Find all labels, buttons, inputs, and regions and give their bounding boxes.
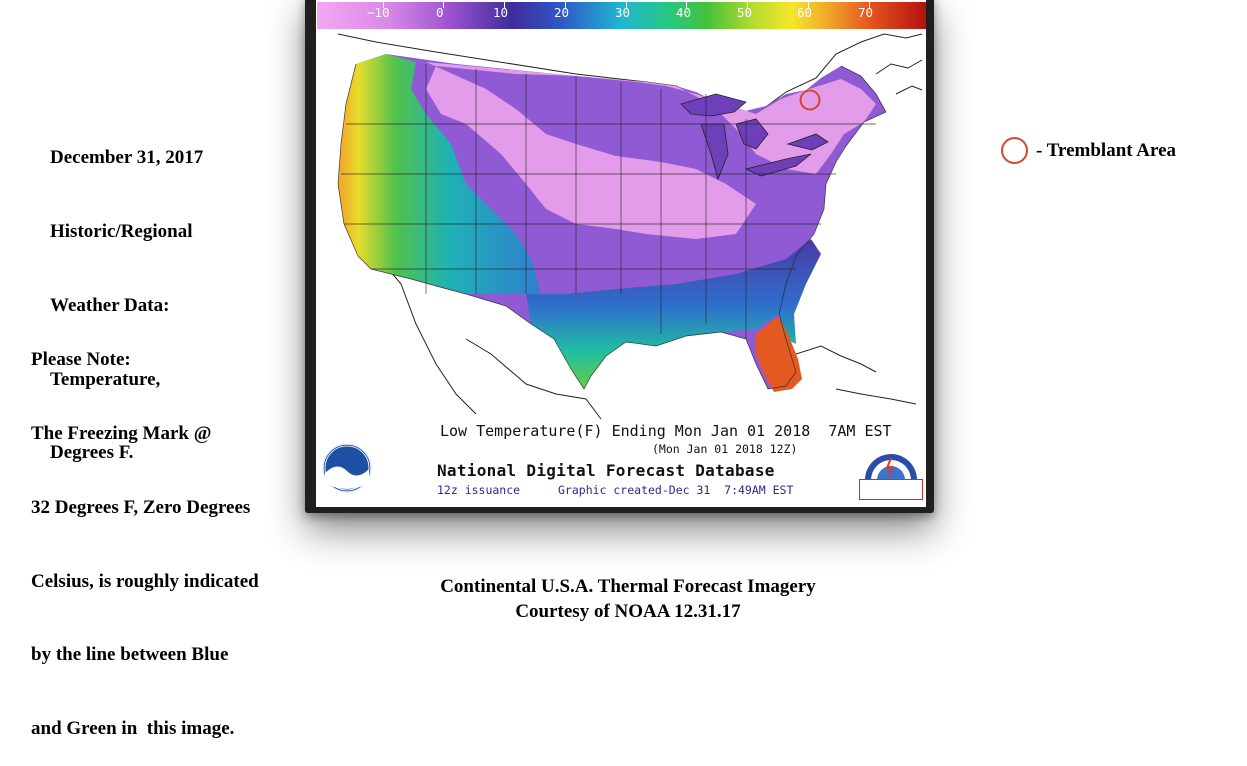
cold-northern-region bbox=[426, 62, 876, 239]
scale-tick-label: 0 bbox=[436, 5, 444, 20]
scale-tick-label: 50 bbox=[737, 5, 753, 20]
scale-tick-label: 40 bbox=[676, 5, 692, 20]
scale-tick-mark bbox=[808, 2, 809, 8]
scale-tick-mark bbox=[747, 2, 748, 8]
scale-tick-mark bbox=[686, 2, 687, 8]
note-line: The Freezing Mark @ bbox=[31, 422, 212, 444]
date-line: December 31, 2017 bbox=[50, 147, 204, 169]
description-line: Weather Data: bbox=[50, 294, 170, 316]
tremblant-legend-marker bbox=[1001, 137, 1028, 164]
caption-line: Continental U.S.A. Thermal Forecast Imag… bbox=[440, 576, 816, 597]
noaa-logo-icon bbox=[322, 443, 372, 493]
note-line: Please Note: bbox=[31, 349, 131, 371]
note-line: 32 Degrees F, Zero Degrees bbox=[31, 496, 251, 518]
date-description: December 31, 2017 Historic/Regional Weat… bbox=[50, 97, 203, 491]
note-line: Celsius, is roughly indicated bbox=[31, 570, 259, 592]
scale-tick-label: −10 bbox=[367, 5, 390, 20]
description-line: Historic/Regional bbox=[50, 220, 193, 242]
florida-warm-region bbox=[756, 316, 802, 392]
scale-tick-mark bbox=[383, 2, 384, 8]
note-line: and Green in this image. bbox=[31, 718, 235, 740]
scale-tick-mark bbox=[626, 2, 627, 8]
graphic-created-text: Graphic created-Dec 31 7:49AM EST bbox=[558, 483, 794, 497]
scale-tick-mark bbox=[504, 2, 505, 8]
caribbean-islands-outline bbox=[785, 345, 917, 405]
issuance-text: 12z issuance bbox=[437, 483, 521, 497]
caption-line: Courtesy of NOAA 12.31.17 bbox=[515, 600, 741, 622]
freezing-note: Please Note: The Freezing Mark @ 32 Degr… bbox=[31, 299, 259, 766]
scale-tick-label: 10 bbox=[493, 5, 509, 20]
tremblant-legend-label: - Tremblant Area bbox=[1036, 140, 1177, 161]
mexico-outline bbox=[375, 253, 602, 420]
forecast-map-panel: −10 0 10 20 30 40 50 60 70 bbox=[316, 0, 926, 507]
map-title: Low Temperature(F) Ending Mon Jan 01 201… bbox=[440, 422, 892, 440]
map-source-title: National Digital Forecast Database bbox=[437, 461, 775, 480]
canada-coast-line bbox=[875, 59, 923, 95]
scale-tick-mark bbox=[869, 2, 870, 8]
scale-tick-mark bbox=[565, 2, 566, 8]
description-line: Temperature, bbox=[50, 368, 161, 390]
scale-tick-mark bbox=[443, 2, 444, 8]
scale-tick-label: 20 bbox=[554, 5, 570, 20]
nws-label-box bbox=[859, 479, 923, 500]
nws-logo-icon bbox=[865, 454, 917, 480]
scale-tick-label: 30 bbox=[615, 5, 631, 20]
map-frame: −10 0 10 20 30 40 50 60 70 bbox=[305, 0, 934, 513]
scale-tick-label: 70 bbox=[858, 5, 874, 20]
image-caption: Continental U.S.A. Thermal Forecast Imag… bbox=[378, 575, 878, 624]
great-lakes bbox=[680, 93, 829, 181]
neighbor-country-outlines bbox=[337, 33, 923, 420]
description-line: Degrees F. bbox=[50, 442, 134, 464]
note-line: by the line between Blue bbox=[31, 644, 229, 666]
map-subtitle: (Mon Jan 01 2018 12Z) bbox=[652, 442, 798, 456]
temperature-color-scale: −10 0 10 20 30 40 50 60 70 bbox=[317, 2, 926, 29]
scale-tick-label: 60 bbox=[797, 5, 813, 20]
tremblant-map-marker bbox=[799, 89, 821, 111]
temperature-map bbox=[337, 33, 923, 420]
warm-south-region bbox=[526, 239, 821, 389]
state-borders bbox=[337, 63, 887, 390]
